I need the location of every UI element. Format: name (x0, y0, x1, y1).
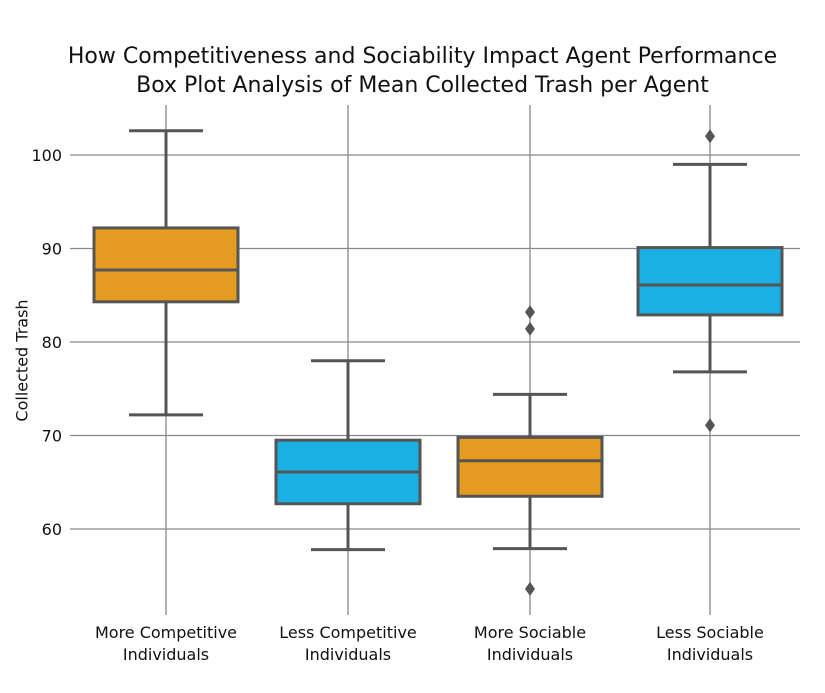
box-iqr (92, 226, 240, 304)
x-tick-label-line2: Individuals (667, 645, 753, 664)
box-layer (92, 129, 784, 596)
x-tick-label-line1: Less Competitive (279, 623, 417, 642)
x-tick-label-line1: Less Sociable (656, 623, 764, 642)
outlier-point (705, 418, 715, 433)
outlier-point (705, 129, 715, 144)
chart-subtitle: Box Plot Analysis of Mean Collected Tras… (136, 73, 709, 98)
outlier-point (525, 305, 535, 320)
grid-layer (70, 105, 800, 615)
box-group (636, 129, 784, 433)
y-tick-label: 60 (42, 520, 62, 539)
box-iqr (636, 246, 784, 317)
y-tick-label: 70 (42, 427, 62, 446)
x-tick-label-line1: More Competitive (95, 623, 237, 642)
chart-title: How Competitiveness and Sociability Impa… (67, 44, 778, 69)
y-tick-label: 80 (42, 333, 62, 352)
x-tick-label-line2: Individuals (123, 645, 209, 664)
y-tick-label: 100 (31, 146, 62, 165)
box-group (274, 359, 422, 552)
outlier-point (525, 581, 535, 596)
box-iqr (456, 435, 604, 498)
box-group (92, 129, 240, 417)
x-tick-label-line2: Individuals (305, 645, 391, 664)
box-group (456, 305, 604, 596)
tick-layer: 60 70 80 90 100 More Competitive Individuals Le… (31, 146, 763, 664)
y-tick-label: 90 (42, 240, 62, 259)
x-tick-label-line1: More Sociable (474, 623, 586, 642)
x-tick-label-line2: Individuals (487, 645, 573, 664)
outlier-point (525, 321, 535, 336)
